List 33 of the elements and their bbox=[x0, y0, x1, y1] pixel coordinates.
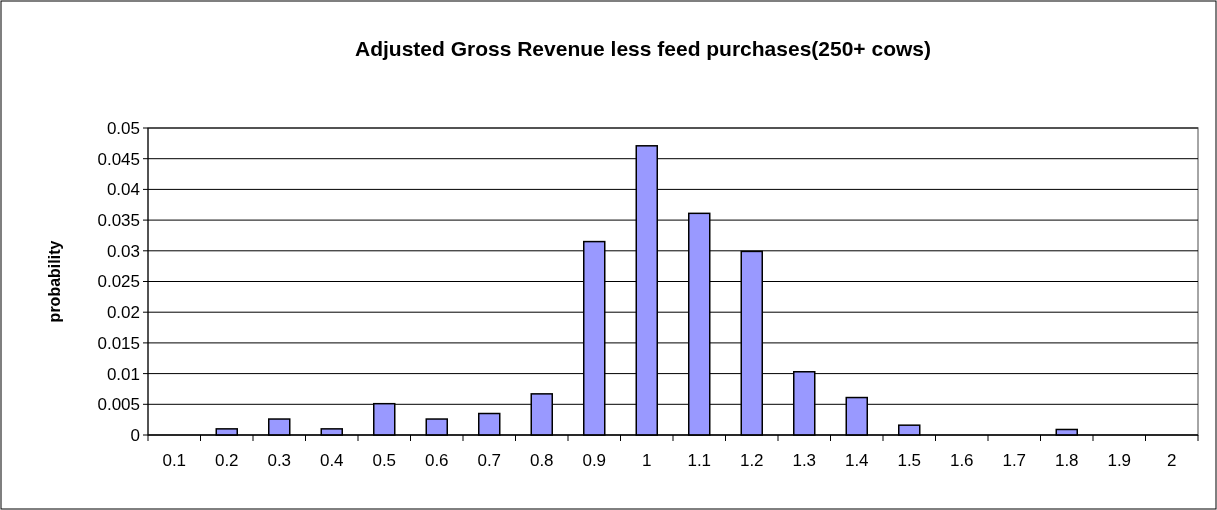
x-tick-label: 1.9 bbox=[1107, 451, 1132, 470]
y-tick-label: 0.02 bbox=[106, 303, 140, 323]
x-tick-label: 1.7 bbox=[1002, 451, 1027, 470]
x-tick-label: 0.5 bbox=[372, 451, 397, 470]
y-tick-label: 0.025 bbox=[97, 272, 140, 292]
y-tick-label: 0.05 bbox=[106, 118, 140, 138]
x-tick-label: 0.8 bbox=[529, 451, 554, 470]
y-axis-title: probability bbox=[46, 240, 63, 323]
y-tick-label: 0.005 bbox=[97, 395, 140, 415]
x-tick-label: 1.3 bbox=[792, 451, 817, 470]
y-tick-label: 0.035 bbox=[97, 211, 140, 231]
y-tick-label: 0.015 bbox=[97, 333, 140, 353]
x-tick-label: 1 bbox=[642, 451, 652, 470]
x-tick-label: 0.9 bbox=[582, 451, 607, 470]
chart-title: Adjusted Gross Revenue less feed purchases(250+ cows) bbox=[355, 37, 931, 60]
x-tick-label: 2 bbox=[1167, 451, 1177, 470]
x-tick-label: 1.6 bbox=[949, 451, 974, 470]
x-tick-label: 0.2 bbox=[214, 451, 239, 470]
y-tick-label: 0.045 bbox=[97, 149, 140, 169]
y-tick-label: 0.04 bbox=[106, 180, 140, 200]
x-tick-label: 1.2 bbox=[739, 451, 764, 470]
x-tick-label: 1.1 bbox=[687, 451, 712, 470]
x-tick-label: 0.7 bbox=[477, 451, 502, 470]
x-tick-label: 1.8 bbox=[1054, 451, 1079, 470]
x-tick-label: 1.5 bbox=[897, 451, 922, 470]
x-tick-label: 1.4 bbox=[844, 451, 869, 470]
y-tick-label: 0.01 bbox=[106, 364, 140, 384]
x-tick-label: 0.3 bbox=[267, 451, 292, 470]
y-tick-label: 0.03 bbox=[106, 241, 140, 261]
x-tick-label: 0.6 bbox=[424, 451, 449, 470]
x-tick-label: 0.1 bbox=[162, 451, 187, 470]
x-tick-label: 0.4 bbox=[319, 451, 344, 470]
y-tick-label: 0 bbox=[130, 425, 140, 445]
